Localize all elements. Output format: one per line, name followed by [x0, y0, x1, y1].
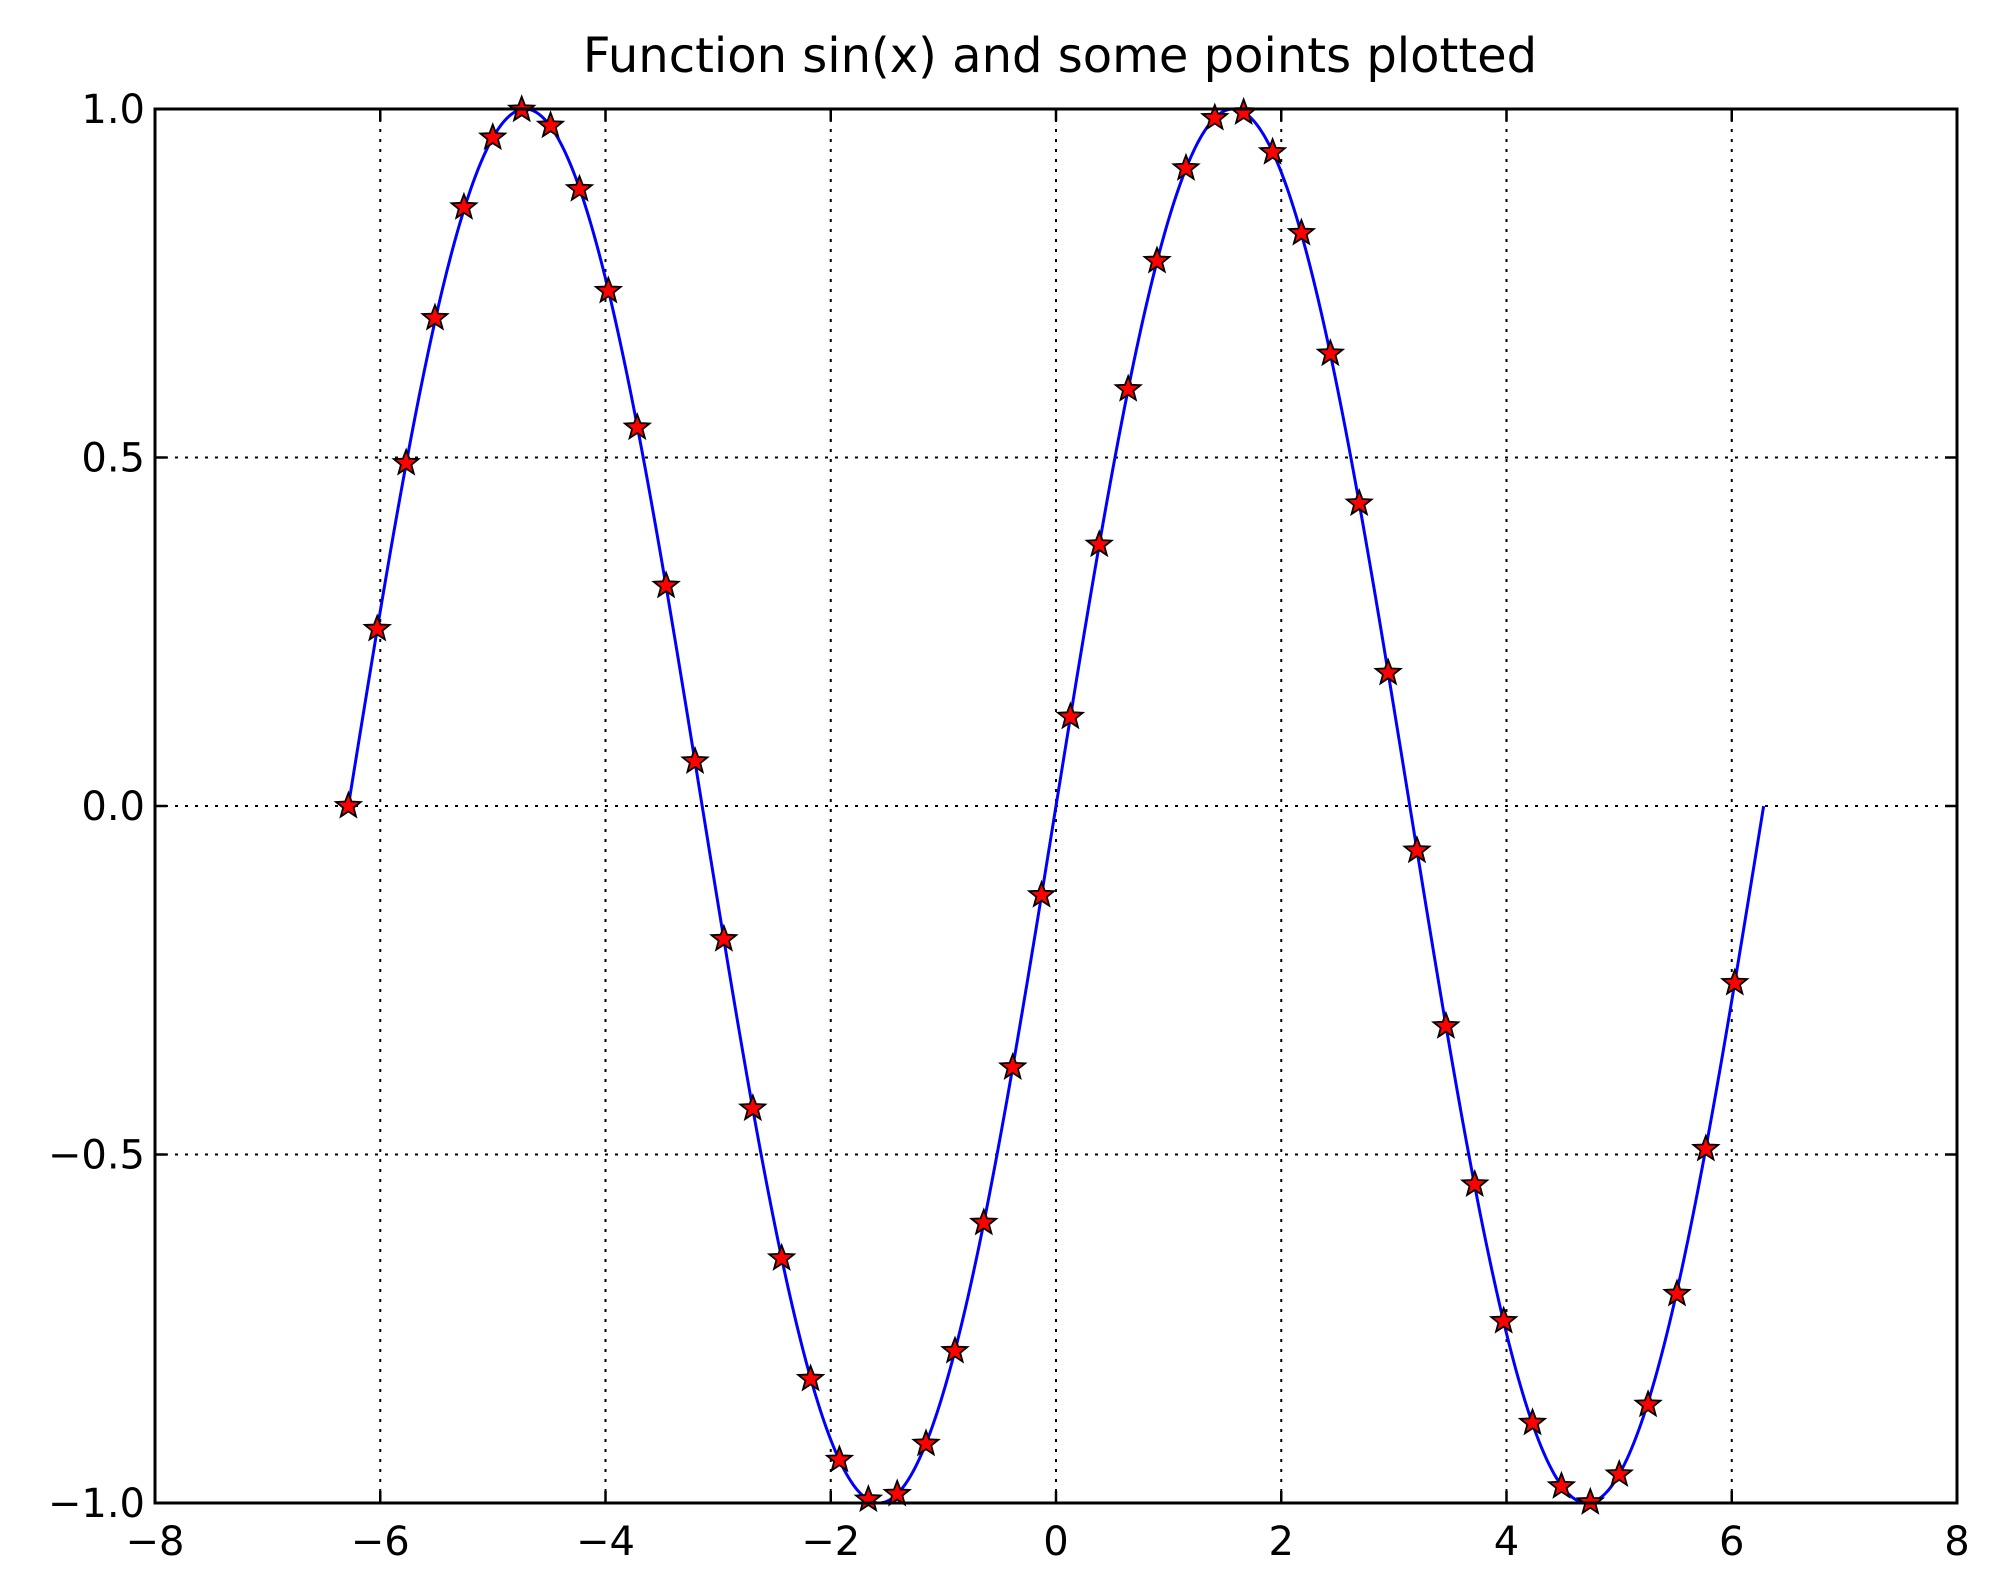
data-point-star	[1200, 102, 1230, 131]
data-point-star	[997, 1051, 1028, 1080]
x-tick-label: −8	[126, 1519, 185, 1565]
data-point-star	[1171, 152, 1201, 181]
x-tick-label: −4	[576, 1519, 635, 1565]
data-point-star	[1546, 1470, 1577, 1499]
y-tick-label: −0.5	[48, 1133, 145, 1179]
data-point-star	[766, 1242, 797, 1271]
sine-curve-layer	[346, 107, 1766, 1505]
data-point-star	[449, 191, 479, 220]
data-point-star	[1488, 1305, 1519, 1334]
data-point-star	[1257, 136, 1288, 165]
data-point-star	[680, 745, 710, 774]
data-point-star	[1662, 1278, 1692, 1307]
data-point-star	[1575, 1486, 1606, 1515]
data-point-star	[1113, 373, 1143, 402]
marker-layer	[333, 94, 1750, 1515]
data-point-star	[593, 275, 624, 304]
data-point-star	[477, 122, 508, 151]
data-point-star	[1431, 1010, 1461, 1039]
data-point-star	[1459, 1168, 1490, 1198]
data-point-star	[882, 1478, 912, 1507]
x-tick-label: 8	[1944, 1519, 1969, 1565]
data-point-star	[940, 1335, 970, 1364]
data-point-star	[911, 1428, 941, 1457]
data-point-star	[420, 302, 450, 331]
x-tick-label: 6	[1719, 1519, 1744, 1565]
data-point-star	[1084, 529, 1115, 558]
y-tick-label: 0.0	[81, 784, 145, 830]
data-point-star	[1604, 1458, 1635, 1487]
data-point-star	[824, 1444, 855, 1473]
data-point-star	[1026, 879, 1057, 908]
data-point-star	[1344, 487, 1374, 517]
x-tick-label: 0	[1043, 1519, 1068, 1565]
data-point-star	[795, 1363, 826, 1392]
data-point-star	[651, 570, 681, 599]
data-point-star	[1402, 835, 1432, 864]
data-point-star	[1055, 701, 1086, 730]
x-tick-label: −2	[801, 1519, 860, 1565]
x-tick-label: 4	[1494, 1519, 1519, 1565]
x-axis-ticks: −8 −6 −4 −2 0 2 4 6 8	[126, 109, 1970, 1565]
data-point-star	[1691, 1133, 1721, 1162]
data-point-star	[969, 1207, 999, 1236]
data-point-star	[1286, 217, 1317, 246]
data-point-star	[853, 1483, 884, 1513]
y-axis-ticks: −1.0 −0.5 0.0 0.5 1.0	[48, 87, 1957, 1527]
sine-curve	[346, 107, 1766, 1505]
data-point-star	[535, 110, 566, 139]
y-tick-label: 0.5	[81, 436, 145, 482]
y-tick-label: 1.0	[81, 87, 145, 133]
data-point-star	[1517, 1407, 1548, 1436]
data-point-star	[362, 613, 392, 642]
x-tick-label: 2	[1269, 1519, 1294, 1565]
x-tick-label: −6	[351, 1519, 410, 1565]
data-point-star	[1315, 338, 1346, 367]
data-point-star	[391, 447, 421, 476]
data-point-star	[1633, 1389, 1663, 1418]
data-point-star	[622, 411, 653, 441]
data-point-star	[1720, 967, 1750, 996]
data-point-star	[564, 173, 595, 202]
data-point-star	[1373, 657, 1403, 686]
data-point-star	[709, 923, 739, 952]
y-tick-label: −1.0	[48, 1481, 145, 1527]
data-point-star	[1142, 245, 1172, 274]
chart-title: Function sin(x) and some points plotted	[583, 28, 1537, 84]
data-point-star	[333, 790, 364, 819]
data-point-star	[738, 1092, 768, 1122]
